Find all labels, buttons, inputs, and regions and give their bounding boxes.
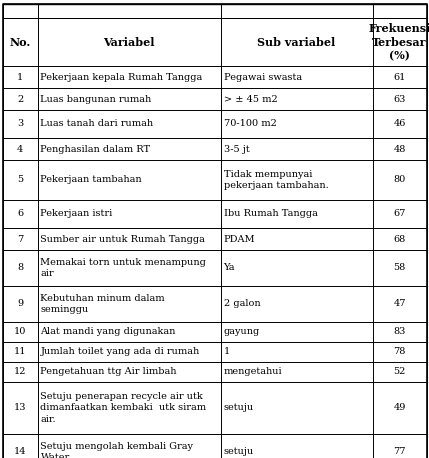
Text: setuju: setuju — [224, 447, 254, 457]
Text: 13: 13 — [14, 403, 26, 413]
Text: 52: 52 — [393, 367, 406, 376]
Text: 6: 6 — [17, 209, 23, 218]
Text: Penghasilan dalam RT: Penghasilan dalam RT — [40, 145, 151, 153]
Text: Memakai torn untuk menampung
air: Memakai torn untuk menampung air — [40, 258, 206, 278]
Text: 10: 10 — [14, 327, 26, 337]
Bar — [3, 110, 426, 138]
Bar — [3, 88, 426, 110]
Text: 12: 12 — [14, 367, 26, 376]
Text: Pegawai swasta: Pegawai swasta — [224, 72, 302, 82]
Text: 67: 67 — [393, 209, 406, 218]
Text: 3-5 jt: 3-5 jt — [224, 145, 249, 153]
Bar — [3, 160, 426, 200]
Text: Luas tanah dari rumah: Luas tanah dari rumah — [40, 120, 154, 129]
Text: gayung: gayung — [224, 327, 260, 337]
Text: 3: 3 — [17, 120, 23, 129]
Bar — [3, 4, 426, 18]
Bar — [3, 138, 426, 160]
Text: 63: 63 — [393, 94, 406, 104]
Text: 78: 78 — [393, 348, 406, 356]
Bar — [3, 286, 426, 322]
Text: Pekerjaan kepala Rumah Tangga: Pekerjaan kepala Rumah Tangga — [40, 72, 203, 82]
Text: 48: 48 — [393, 145, 406, 153]
Text: Tidak mempunyai
pekerjaan tambahan.: Tidak mempunyai pekerjaan tambahan. — [224, 170, 328, 190]
Text: 4: 4 — [17, 145, 23, 153]
Bar — [3, 362, 426, 382]
Text: Luas bangunan rumah: Luas bangunan rumah — [40, 94, 152, 104]
Text: 77: 77 — [393, 447, 406, 457]
Text: 2 galon: 2 galon — [224, 300, 260, 309]
Text: Frekuensi
Terbesar
(%): Frekuensi Terbesar (%) — [369, 23, 429, 61]
Text: Sub variabel: Sub variabel — [257, 37, 335, 48]
Text: No.: No. — [9, 37, 30, 48]
Text: 11: 11 — [14, 348, 26, 356]
Text: 70-100 m2: 70-100 m2 — [224, 120, 276, 129]
Text: 9: 9 — [17, 300, 23, 309]
Text: setuju: setuju — [224, 403, 254, 413]
Text: 68: 68 — [393, 234, 406, 244]
Bar — [3, 66, 426, 88]
Text: Pekerjaan istri: Pekerjaan istri — [40, 209, 113, 218]
Text: Variabel: Variabel — [103, 37, 155, 48]
Bar — [3, 322, 426, 342]
Bar — [3, 18, 426, 66]
Text: 61: 61 — [393, 72, 406, 82]
Text: 1: 1 — [224, 348, 230, 356]
Text: Kebutuhan minum dalam
seminggu: Kebutuhan minum dalam seminggu — [40, 294, 165, 314]
Text: Sumber air untuk Rumah Tangga: Sumber air untuk Rumah Tangga — [40, 234, 205, 244]
Bar — [3, 250, 426, 286]
Text: PDAM: PDAM — [224, 234, 255, 244]
Bar — [3, 434, 426, 458]
Text: Alat mandi yang digunakan: Alat mandi yang digunakan — [40, 327, 176, 337]
Text: Pekerjaan tambahan: Pekerjaan tambahan — [40, 175, 142, 185]
Bar — [3, 382, 426, 434]
Text: 47: 47 — [393, 300, 406, 309]
Text: 83: 83 — [393, 327, 406, 337]
Text: 49: 49 — [393, 403, 406, 413]
Text: 5: 5 — [17, 175, 23, 185]
Text: 80: 80 — [393, 175, 406, 185]
Text: 46: 46 — [393, 120, 406, 129]
Text: Setuju mengolah kembali Gray
Water: Setuju mengolah kembali Gray Water — [40, 442, 193, 458]
Text: 7: 7 — [17, 234, 23, 244]
Text: 58: 58 — [393, 263, 406, 273]
Text: Setuju penerapan recycle air utk
dimanfaatkan kembaki  utk siram
air.: Setuju penerapan recycle air utk dimanfa… — [40, 393, 207, 424]
Bar — [3, 228, 426, 250]
Text: mengetahui: mengetahui — [224, 367, 282, 376]
Text: 8: 8 — [17, 263, 23, 273]
Text: 1: 1 — [17, 72, 23, 82]
Text: Pengetahuan ttg Air limbah: Pengetahuan ttg Air limbah — [40, 367, 177, 376]
Text: Ya: Ya — [224, 263, 235, 273]
Text: Ibu Rumah Tangga: Ibu Rumah Tangga — [224, 209, 317, 218]
Bar — [3, 200, 426, 228]
Text: 2: 2 — [17, 94, 23, 104]
Text: 14: 14 — [14, 447, 26, 457]
Bar — [3, 342, 426, 362]
Text: > ± 45 m2: > ± 45 m2 — [224, 94, 277, 104]
Text: Jumlah toilet yang ada di rumah: Jumlah toilet yang ada di rumah — [40, 348, 200, 356]
